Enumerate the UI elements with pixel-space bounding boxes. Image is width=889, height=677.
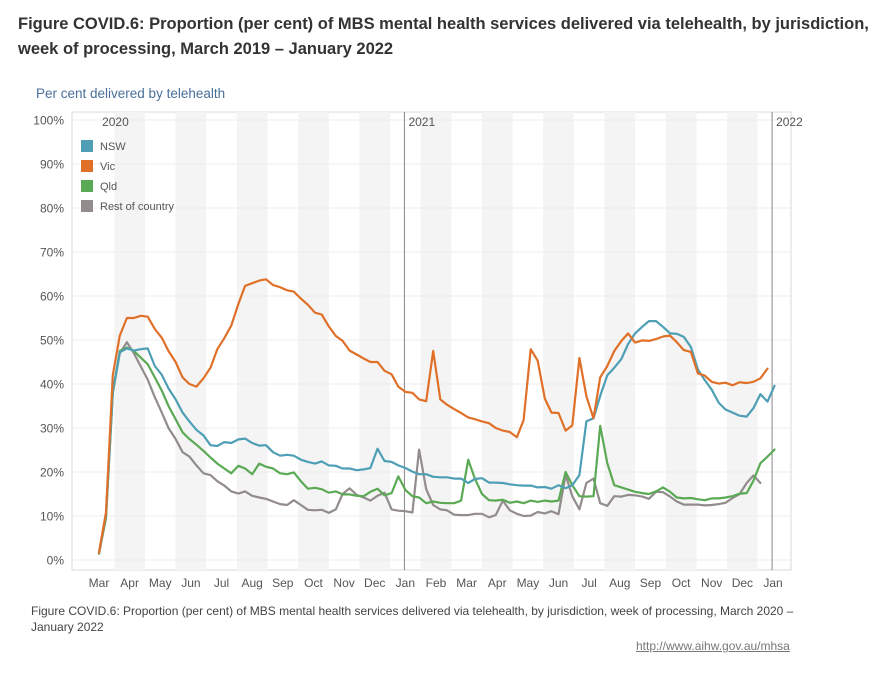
legend: NSW Vic Qld Rest of country [81, 140, 174, 213]
x-tick-label: Jun [181, 576, 200, 590]
legend-swatch [81, 200, 93, 212]
legend-label: Rest of country [100, 201, 174, 213]
series-line-rest-of-country [97, 341, 762, 555]
x-tick-label: Mar [456, 576, 477, 590]
gridlines [72, 119, 791, 561]
x-tick-label: Dec [732, 576, 753, 590]
x-tick-label: Aug [242, 576, 263, 590]
x-tick-label: Aug [609, 576, 630, 590]
x-tick-label: Oct [672, 576, 691, 590]
x-tick-label: Apr [120, 576, 139, 590]
x-tick-label: Nov [333, 576, 354, 590]
month-band [727, 112, 758, 570]
figure-title: Figure COVID.6: Proportion (per cent) of… [18, 15, 869, 58]
series-line-qld [97, 346, 776, 555]
x-tick-label: Nov [701, 576, 722, 590]
year-label: 2021 [408, 115, 435, 129]
x-tick-label: May [149, 576, 172, 590]
legend-swatch [81, 180, 93, 192]
series-lines [97, 278, 776, 555]
month-band [359, 112, 391, 570]
x-tick-label: Apr [488, 576, 507, 590]
month-band [175, 112, 207, 570]
legend-swatch [81, 140, 93, 152]
source-link[interactable]: http://www.aihw.gov.au/mhsa [636, 639, 790, 653]
x-tick-label: Mar [89, 576, 110, 590]
y-tick-label: 80% [40, 202, 64, 216]
month-band [481, 112, 513, 570]
y-tick-label: 70% [40, 246, 64, 260]
series-line-vic [97, 278, 769, 554]
x-tick-label: May [517, 576, 540, 590]
series-line-nsw [97, 320, 776, 554]
figure-caption: Figure COVID.6: Proportion (per cent) of… [31, 604, 794, 634]
y-tick-label: 0% [47, 554, 65, 568]
y-tick-label: 20% [40, 466, 64, 480]
x-tick-label: Feb [426, 576, 447, 590]
month-band [236, 112, 268, 570]
y-tick-label: 10% [40, 510, 64, 524]
month-band [543, 112, 574, 570]
x-tick-label: Jul [582, 576, 597, 590]
legend-swatch [81, 160, 93, 172]
x-axis-ticks: Mar Apr May Jun Jul Aug Sep Oct Nov Dec Jan Feb Mar A… [89, 576, 783, 590]
x-tick-label: Dec [364, 576, 385, 590]
x-tick-label: Sep [640, 576, 662, 590]
year-label: 2020 [102, 115, 129, 129]
x-tick-label: Jan [763, 576, 782, 590]
x-tick-label: Jan [396, 576, 415, 590]
month-band [298, 112, 329, 570]
year-dividers [403, 112, 773, 570]
month-band [420, 112, 452, 570]
y-tick-label: 30% [40, 422, 64, 436]
y-tick-label: 60% [40, 290, 64, 304]
y-tick-label: 100% [33, 114, 64, 128]
x-tick-label: Sep [272, 576, 294, 590]
y-tick-label: 40% [40, 378, 64, 392]
month-bands [71, 111, 792, 571]
y-tick-label: 90% [40, 158, 64, 172]
x-tick-label: Jul [214, 576, 229, 590]
y-axis-ticks: 0% 10% 20% 30% 40% 50% 60% 70% 80% 90% 100% [33, 114, 64, 568]
x-tick-label: Oct [304, 576, 323, 590]
x-tick-label: Jun [549, 576, 568, 590]
y-axis-title: Per cent delivered by telehealth [36, 86, 226, 101]
legend-label: Vic [100, 161, 116, 173]
month-band [665, 112, 697, 570]
year-label: 2022 [776, 115, 803, 129]
y-tick-label: 50% [40, 334, 64, 348]
legend-label: Qld [100, 181, 117, 193]
legend-label: NSW [100, 141, 126, 153]
year-labels: 2020 2021 2022 [102, 115, 803, 129]
